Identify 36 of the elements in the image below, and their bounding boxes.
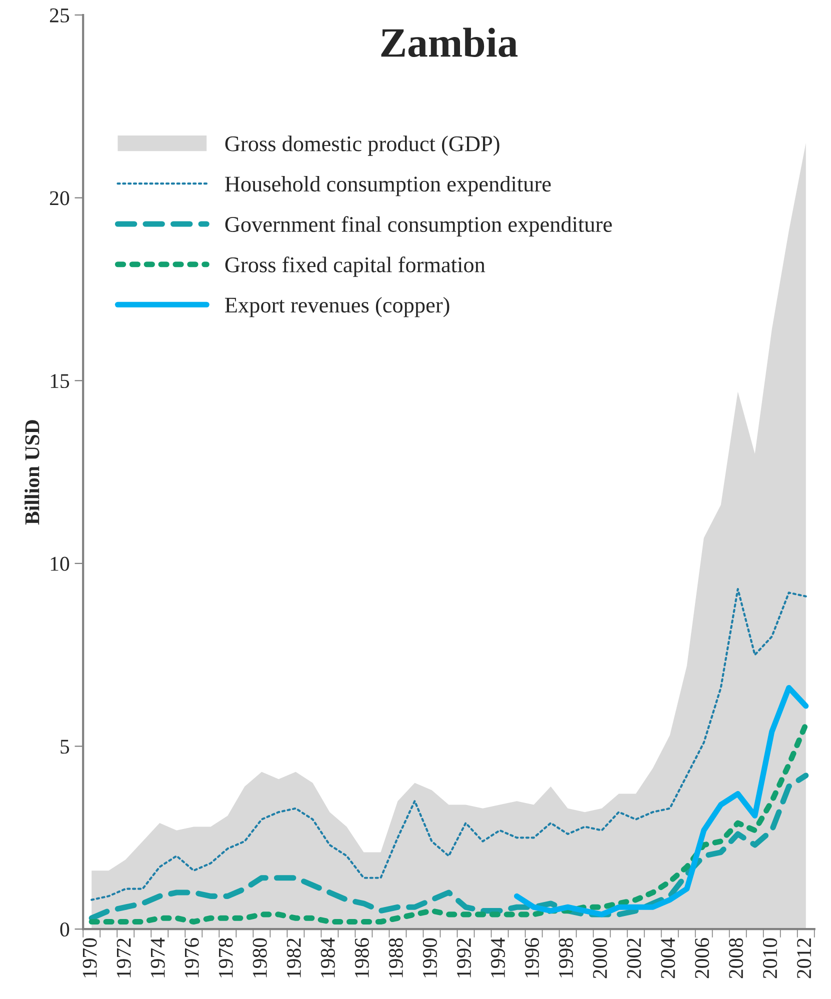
- y-tick-label: 20: [50, 191, 70, 206]
- x-tick-label: 2006: [694, 938, 710, 978]
- x-tick-label: 1998: [558, 938, 573, 978]
- x-tick-label: 1994: [490, 938, 505, 978]
- chart-title: Zambia: [381, 28, 518, 58]
- x-tick-label: 2002: [626, 938, 642, 978]
- legend-label: Household consumption expenditure: [225, 176, 551, 196]
- x-tick-label: 1978: [218, 938, 233, 978]
- y-tick-label: 5: [60, 740, 70, 754]
- x-tick-label: 1988: [388, 938, 403, 978]
- x-tick-label: 1996: [524, 938, 539, 978]
- x-tick-label: 2012: [797, 938, 812, 978]
- x-tick-label: 2004: [660, 938, 676, 978]
- x-tick-label: 2010: [763, 938, 778, 978]
- x-tick-label: 1980: [252, 938, 267, 978]
- legend-label: Gross fixed capital formation: [225, 256, 486, 277]
- y-tick-label: 0: [60, 922, 70, 937]
- x-tick-label: 1976: [184, 938, 199, 978]
- x-tick-label: 1992: [456, 938, 471, 978]
- x-tick-label: 1986: [354, 938, 369, 978]
- x-tick-label: 1984: [320, 938, 335, 978]
- x-tick-label: 2008: [729, 938, 744, 978]
- x-tick-label: 2000: [592, 938, 608, 978]
- legend-label: Government final consumption expenditure: [225, 216, 612, 236]
- y-tick-label: 15: [50, 374, 70, 388]
- x-tick-label: 1974: [150, 938, 165, 978]
- y-axis-title: Billion USD: [24, 420, 40, 525]
- x-tick-label: 1982: [286, 938, 301, 978]
- legend-label: Export revenues (copper): [225, 297, 450, 318]
- x-tick-label: 1990: [422, 938, 437, 978]
- line-series: [90, 588, 807, 901]
- y-tick-label: 25: [50, 8, 70, 22]
- x-tick-label: 1972: [116, 938, 131, 978]
- x-tick-label: 1970: [82, 938, 97, 978]
- legend-label: Gross domestic product (GDP): [225, 136, 500, 156]
- y-tick-label: 10: [50, 556, 70, 571]
